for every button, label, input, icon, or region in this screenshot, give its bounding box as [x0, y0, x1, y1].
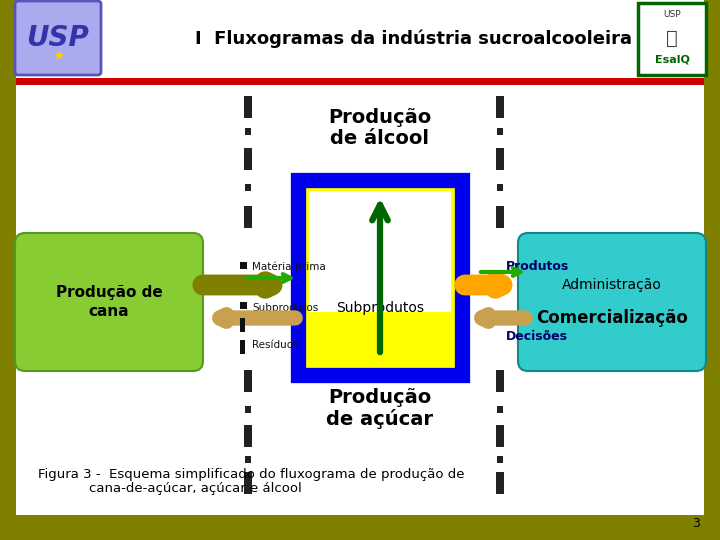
Bar: [496, 425, 504, 447]
Bar: [496, 472, 504, 494]
Bar: [244, 425, 252, 447]
Text: cana-de-açúcar, açúcar e álcool: cana-de-açúcar, açúcar e álcool: [38, 482, 302, 495]
Bar: [240, 340, 245, 354]
Bar: [298, 180, 462, 375]
Text: Subprodutos: Subprodutos: [252, 303, 318, 313]
Bar: [638, 3, 706, 75]
Bar: [244, 96, 252, 118]
Text: Produção de
cana: Produção de cana: [55, 285, 163, 319]
Bar: [497, 456, 503, 463]
Bar: [244, 206, 252, 228]
Text: Figura 3 -  Esquema simplificado do fluxograma de produção de: Figura 3 - Esquema simplificado do fluxo…: [38, 468, 464, 481]
Bar: [245, 128, 251, 135]
Bar: [496, 96, 504, 118]
Text: ★: ★: [52, 49, 64, 63]
Text: Decisões: Decisões: [506, 330, 568, 343]
Text: Administração: Administração: [562, 278, 662, 292]
Text: EsalQ: EsalQ: [654, 55, 690, 65]
FancyBboxPatch shape: [15, 233, 203, 371]
FancyBboxPatch shape: [518, 233, 706, 371]
Bar: [497, 184, 503, 191]
Text: Produtos: Produtos: [506, 260, 570, 273]
Bar: [496, 148, 504, 170]
Bar: [244, 472, 252, 494]
Bar: [497, 128, 503, 135]
Text: USP: USP: [663, 10, 681, 19]
Bar: [245, 184, 251, 191]
FancyBboxPatch shape: [15, 1, 101, 75]
Bar: [309, 191, 451, 312]
Text: 3: 3: [692, 517, 700, 530]
Bar: [244, 148, 252, 170]
Bar: [245, 456, 251, 463]
Text: 🧑: 🧑: [666, 29, 678, 48]
Bar: [496, 370, 504, 392]
Bar: [16, 85, 704, 465]
Bar: [240, 318, 245, 332]
Text: Produção
de álcool: Produção de álcool: [328, 108, 431, 148]
Bar: [245, 406, 251, 413]
Text: Matéria-prima: Matéria-prima: [252, 262, 325, 273]
Text: Resíduos: Resíduos: [252, 340, 299, 350]
Bar: [0, 515, 720, 540]
Bar: [244, 370, 252, 392]
Bar: [240, 262, 247, 269]
Bar: [497, 406, 503, 413]
Text: Produção
de açúcar: Produção de açúcar: [326, 388, 433, 429]
Bar: [496, 206, 504, 228]
Text: Subprodutos: Subprodutos: [336, 301, 424, 315]
Bar: [704, 0, 720, 540]
Bar: [16, 0, 704, 78]
Bar: [16, 465, 704, 515]
Bar: [0, 0, 16, 540]
Bar: [240, 302, 247, 309]
Text: Comercialização: Comercialização: [536, 309, 688, 327]
Bar: [16, 78, 704, 85]
Text: USP: USP: [27, 24, 89, 52]
Text: I  Fluxogramas da indústria sucroalcooleira: I Fluxogramas da indústria sucroalcoolei…: [195, 30, 632, 48]
